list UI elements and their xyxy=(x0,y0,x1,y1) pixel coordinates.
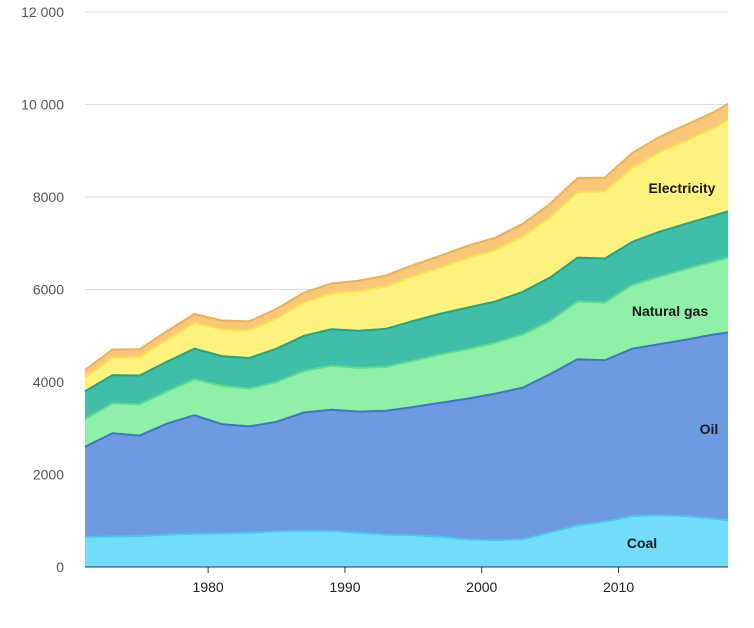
series-line-0 xyxy=(84,514,729,542)
x-tick-label: 2010 xyxy=(603,579,634,595)
series-line-5 xyxy=(84,102,729,371)
y-tick-label: 0 xyxy=(56,559,64,575)
series-line-3 xyxy=(84,210,729,393)
y-tick-label: 2000 xyxy=(33,467,64,483)
series-label-oil: Oil xyxy=(700,421,719,437)
area-series-3 xyxy=(85,211,728,419)
series-lines xyxy=(84,102,729,542)
series-line-2 xyxy=(84,256,729,420)
y-tick-label: 10 000 xyxy=(21,97,64,113)
area-series-2 xyxy=(85,257,728,447)
y-tick-label: 12 000 xyxy=(21,4,64,20)
y-tick-label: 6000 xyxy=(33,282,64,298)
area-series-1 xyxy=(85,332,728,541)
series-areas xyxy=(85,103,728,567)
series-label-coal: Coal xyxy=(627,535,657,551)
y-tick-label: 4000 xyxy=(33,374,64,390)
series-line-1 xyxy=(84,331,729,448)
series-label-electricity: Electricity xyxy=(649,180,716,196)
series-label-natural-gas: Natural gas xyxy=(632,303,708,319)
y-tick-label: 8000 xyxy=(33,189,64,205)
y-axis-ticks: 0 2000 4000 6000 8000 10 000 12 000 xyxy=(21,4,64,575)
x-tick-label: 1980 xyxy=(193,579,224,595)
series-line-4 xyxy=(84,118,729,379)
x-tick-label: 1990 xyxy=(329,579,360,595)
area-series-4 xyxy=(85,119,728,392)
x-axis-ticks: 1980 1990 2000 2010 xyxy=(193,567,634,595)
x-tick-label: 2000 xyxy=(466,579,497,595)
